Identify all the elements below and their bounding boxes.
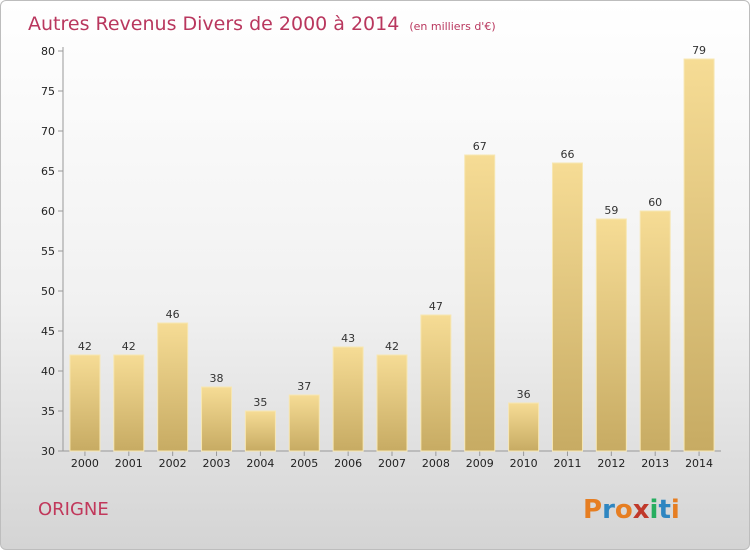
bar-value-label: 35	[253, 396, 267, 409]
y-tick-label: 80	[41, 45, 55, 58]
chart-bars: 42 42 46 38 35 37 43 42 47 67 36 66 59 60 79	[69, 44, 715, 452]
y-tick-label: 50	[41, 285, 55, 298]
bar-2003	[201, 386, 233, 452]
bar-2004	[244, 410, 276, 452]
y-tick-label: 60	[41, 205, 55, 218]
x-tick-label: 2013	[641, 457, 669, 470]
bar-2014	[683, 58, 715, 452]
chart-axes: 30 35 40 45 50 55 60 65 70 75 80 2000 2001 2002 2003 20…	[41, 45, 721, 470]
y-tick-label: 65	[41, 165, 55, 178]
x-tick-label: 2012	[597, 457, 625, 470]
bar-value-label: 42	[122, 340, 136, 353]
y-tick-label: 40	[41, 365, 55, 378]
logo-letter: P	[583, 495, 602, 525]
x-tick-label: 2009	[466, 457, 494, 470]
bar-2009	[464, 154, 496, 452]
place-name: ORIGNE	[38, 499, 109, 520]
bar-value-label: 60	[648, 196, 662, 209]
bar-2000	[69, 354, 101, 452]
bar-2011	[551, 162, 583, 452]
bar-value-label: 79	[692, 44, 706, 57]
x-tick-label: 2014	[685, 457, 713, 470]
x-tick-label: 2010	[510, 457, 538, 470]
y-tick-label: 70	[41, 125, 55, 138]
bar-value-label: 36	[517, 388, 531, 401]
x-tick-label: 2004	[246, 457, 274, 470]
x-tick-label: 2008	[422, 457, 450, 470]
bar-2001	[113, 354, 145, 452]
x-tick-label: 2001	[115, 457, 143, 470]
y-tick-label: 45	[41, 325, 55, 338]
chart-title: Autres Revenus Divers de 2000 à 2014	[28, 13, 399, 35]
logo-letter: i	[650, 495, 659, 525]
bar-value-label: 67	[473, 140, 487, 153]
bar-2010	[508, 402, 540, 452]
x-tick-label: 2003	[203, 457, 231, 470]
bar-2005	[288, 394, 320, 452]
logo-letter: x	[633, 495, 650, 525]
bar-2008	[420, 314, 452, 452]
y-tick-label: 55	[41, 245, 55, 258]
x-tick-label: 2007	[378, 457, 406, 470]
logo-letter: t	[658, 495, 670, 525]
x-tick-label: 2000	[71, 457, 99, 470]
bar-value-label: 38	[210, 372, 224, 385]
x-tick-label: 2006	[334, 457, 362, 470]
bar-value-label: 43	[341, 332, 355, 345]
bar-value-label: 42	[385, 340, 399, 353]
y-tick-label: 35	[41, 405, 55, 418]
bar-2006	[332, 346, 364, 452]
y-tick-label: 75	[41, 85, 55, 98]
y-tick-label: 30	[41, 445, 55, 458]
bar-value-label: 47	[429, 300, 443, 313]
x-tick-label: 2011	[553, 457, 581, 470]
x-tick-label: 2005	[290, 457, 318, 470]
bar-value-label: 37	[297, 380, 311, 393]
chart-subtitle: (en milliers d'€)	[409, 20, 495, 33]
bar-2013	[639, 210, 671, 452]
bar-2002	[157, 322, 189, 452]
bar-value-label: 66	[560, 148, 574, 161]
logo-letter: i	[671, 495, 680, 525]
bar-value-label: 46	[166, 308, 180, 321]
bar-value-label: 59	[604, 204, 618, 217]
logo-letter: r	[602, 495, 615, 525]
proxiti-logo: Proxiti	[583, 495, 680, 525]
logo-letter: o	[615, 495, 633, 525]
bar-value-label: 42	[78, 340, 92, 353]
bar-2007	[376, 354, 408, 452]
chart-title-group: Autres Revenus Divers de 2000 à 2014 (en…	[28, 13, 496, 35]
x-tick-label: 2002	[159, 457, 187, 470]
bar-2012	[595, 218, 627, 452]
